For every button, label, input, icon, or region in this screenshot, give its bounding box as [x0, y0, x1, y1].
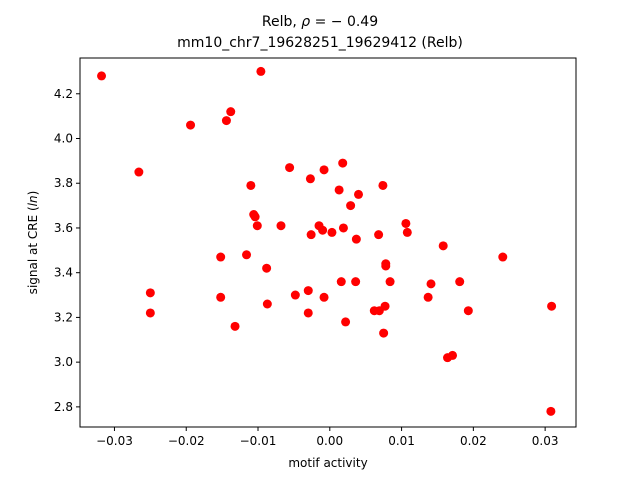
- y-axis-label-suffix: ): [26, 191, 40, 196]
- data-point: [303, 286, 313, 296]
- chart-title-prefix: Relb,: [261, 14, 302, 30]
- data-point: [374, 230, 384, 240]
- data-point: [97, 71, 107, 81]
- data-point: [402, 227, 412, 237]
- data-point: [351, 234, 361, 244]
- data-point: [381, 261, 391, 271]
- data-point: [230, 321, 240, 331]
- data-point: [303, 308, 313, 318]
- data-point: [256, 66, 266, 76]
- data-point: [186, 120, 196, 130]
- data-point: [305, 174, 315, 184]
- data-point: [338, 223, 348, 233]
- data-point: [547, 301, 557, 311]
- data-point: [252, 221, 262, 231]
- x-tick-label: 0.01: [388, 434, 415, 448]
- data-point: [338, 158, 348, 168]
- data-point: [145, 308, 155, 318]
- y-axis-label: signal at CRE (ln): [26, 191, 40, 295]
- x-tick-label: 0.03: [532, 434, 559, 448]
- y-tick-label: 3.0: [54, 355, 73, 369]
- data-point: [334, 185, 344, 195]
- x-tick-label: 0.00: [316, 434, 343, 448]
- data-point: [385, 277, 395, 287]
- y-tick-label: 3.2: [54, 310, 73, 324]
- data-point: [216, 252, 226, 262]
- data-point: [226, 107, 236, 117]
- data-point: [242, 250, 252, 260]
- y-tick-label: 4.2: [54, 87, 73, 101]
- chart-title: Relb, ρ = − 0.49: [0, 14, 640, 30]
- chart-subtitle: mm10_chr7_19628251_19629412 (Relb): [177, 35, 463, 51]
- data-point: [319, 292, 329, 302]
- data-point: [346, 201, 356, 211]
- data-point: [351, 277, 361, 287]
- data-point: [438, 241, 448, 251]
- y-axis-label-italic: ln: [26, 195, 40, 206]
- chart-title-rho-value: = − 0.49: [310, 14, 379, 30]
- plot-frame: [79, 57, 577, 428]
- data-point: [276, 221, 286, 231]
- x-tick-label: −0.01: [240, 434, 277, 448]
- data-point: [426, 279, 436, 289]
- data-point: [448, 350, 458, 360]
- data-point: [285, 163, 295, 173]
- data-point: [354, 189, 364, 199]
- x-axis: −0.03 −0.02 −0.01 0.00 0.01 0.02 0.03: [96, 427, 558, 448]
- data-point: [306, 230, 316, 240]
- data-point: [546, 406, 556, 416]
- y-axis-label-prefix: signal at CRE (: [26, 206, 40, 294]
- y-tick-label: 3.8: [54, 176, 73, 190]
- data-point: [378, 180, 388, 190]
- y-axis: 2.8 3.0 3.2 3.4 3.6 3.8 4.0 4.2: [54, 87, 80, 414]
- y-tick-label: 3.6: [54, 221, 73, 235]
- y-tick-label: 4.0: [54, 132, 73, 146]
- data-point: [341, 317, 351, 327]
- points-layer: [97, 66, 557, 416]
- data-point: [401, 218, 411, 228]
- data-point: [250, 212, 260, 222]
- x-tick-label: −0.02: [168, 434, 205, 448]
- data-point: [262, 299, 272, 309]
- data-point: [463, 306, 473, 316]
- data-point: [380, 301, 390, 311]
- data-point: [216, 292, 226, 302]
- y-tick-label: 2.8: [54, 400, 73, 414]
- data-point: [336, 277, 346, 287]
- data-point: [498, 252, 508, 262]
- x-tick-label: −0.03: [96, 434, 133, 448]
- data-point: [145, 288, 155, 298]
- data-point: [327, 227, 337, 237]
- data-point: [246, 180, 256, 190]
- data-point: [319, 165, 329, 175]
- data-point: [262, 263, 272, 273]
- data-point: [318, 225, 328, 235]
- x-axis-label: motif activity: [288, 456, 367, 470]
- data-point: [134, 167, 144, 177]
- y-tick-label: 3.4: [54, 266, 73, 280]
- data-point: [423, 292, 433, 302]
- data-point: [455, 277, 465, 287]
- data-point: [379, 328, 389, 338]
- chart-title-rho-symbol: ρ: [301, 14, 311, 30]
- data-point: [290, 290, 300, 300]
- data-point: [221, 116, 231, 126]
- x-tick-label: 0.02: [460, 434, 487, 448]
